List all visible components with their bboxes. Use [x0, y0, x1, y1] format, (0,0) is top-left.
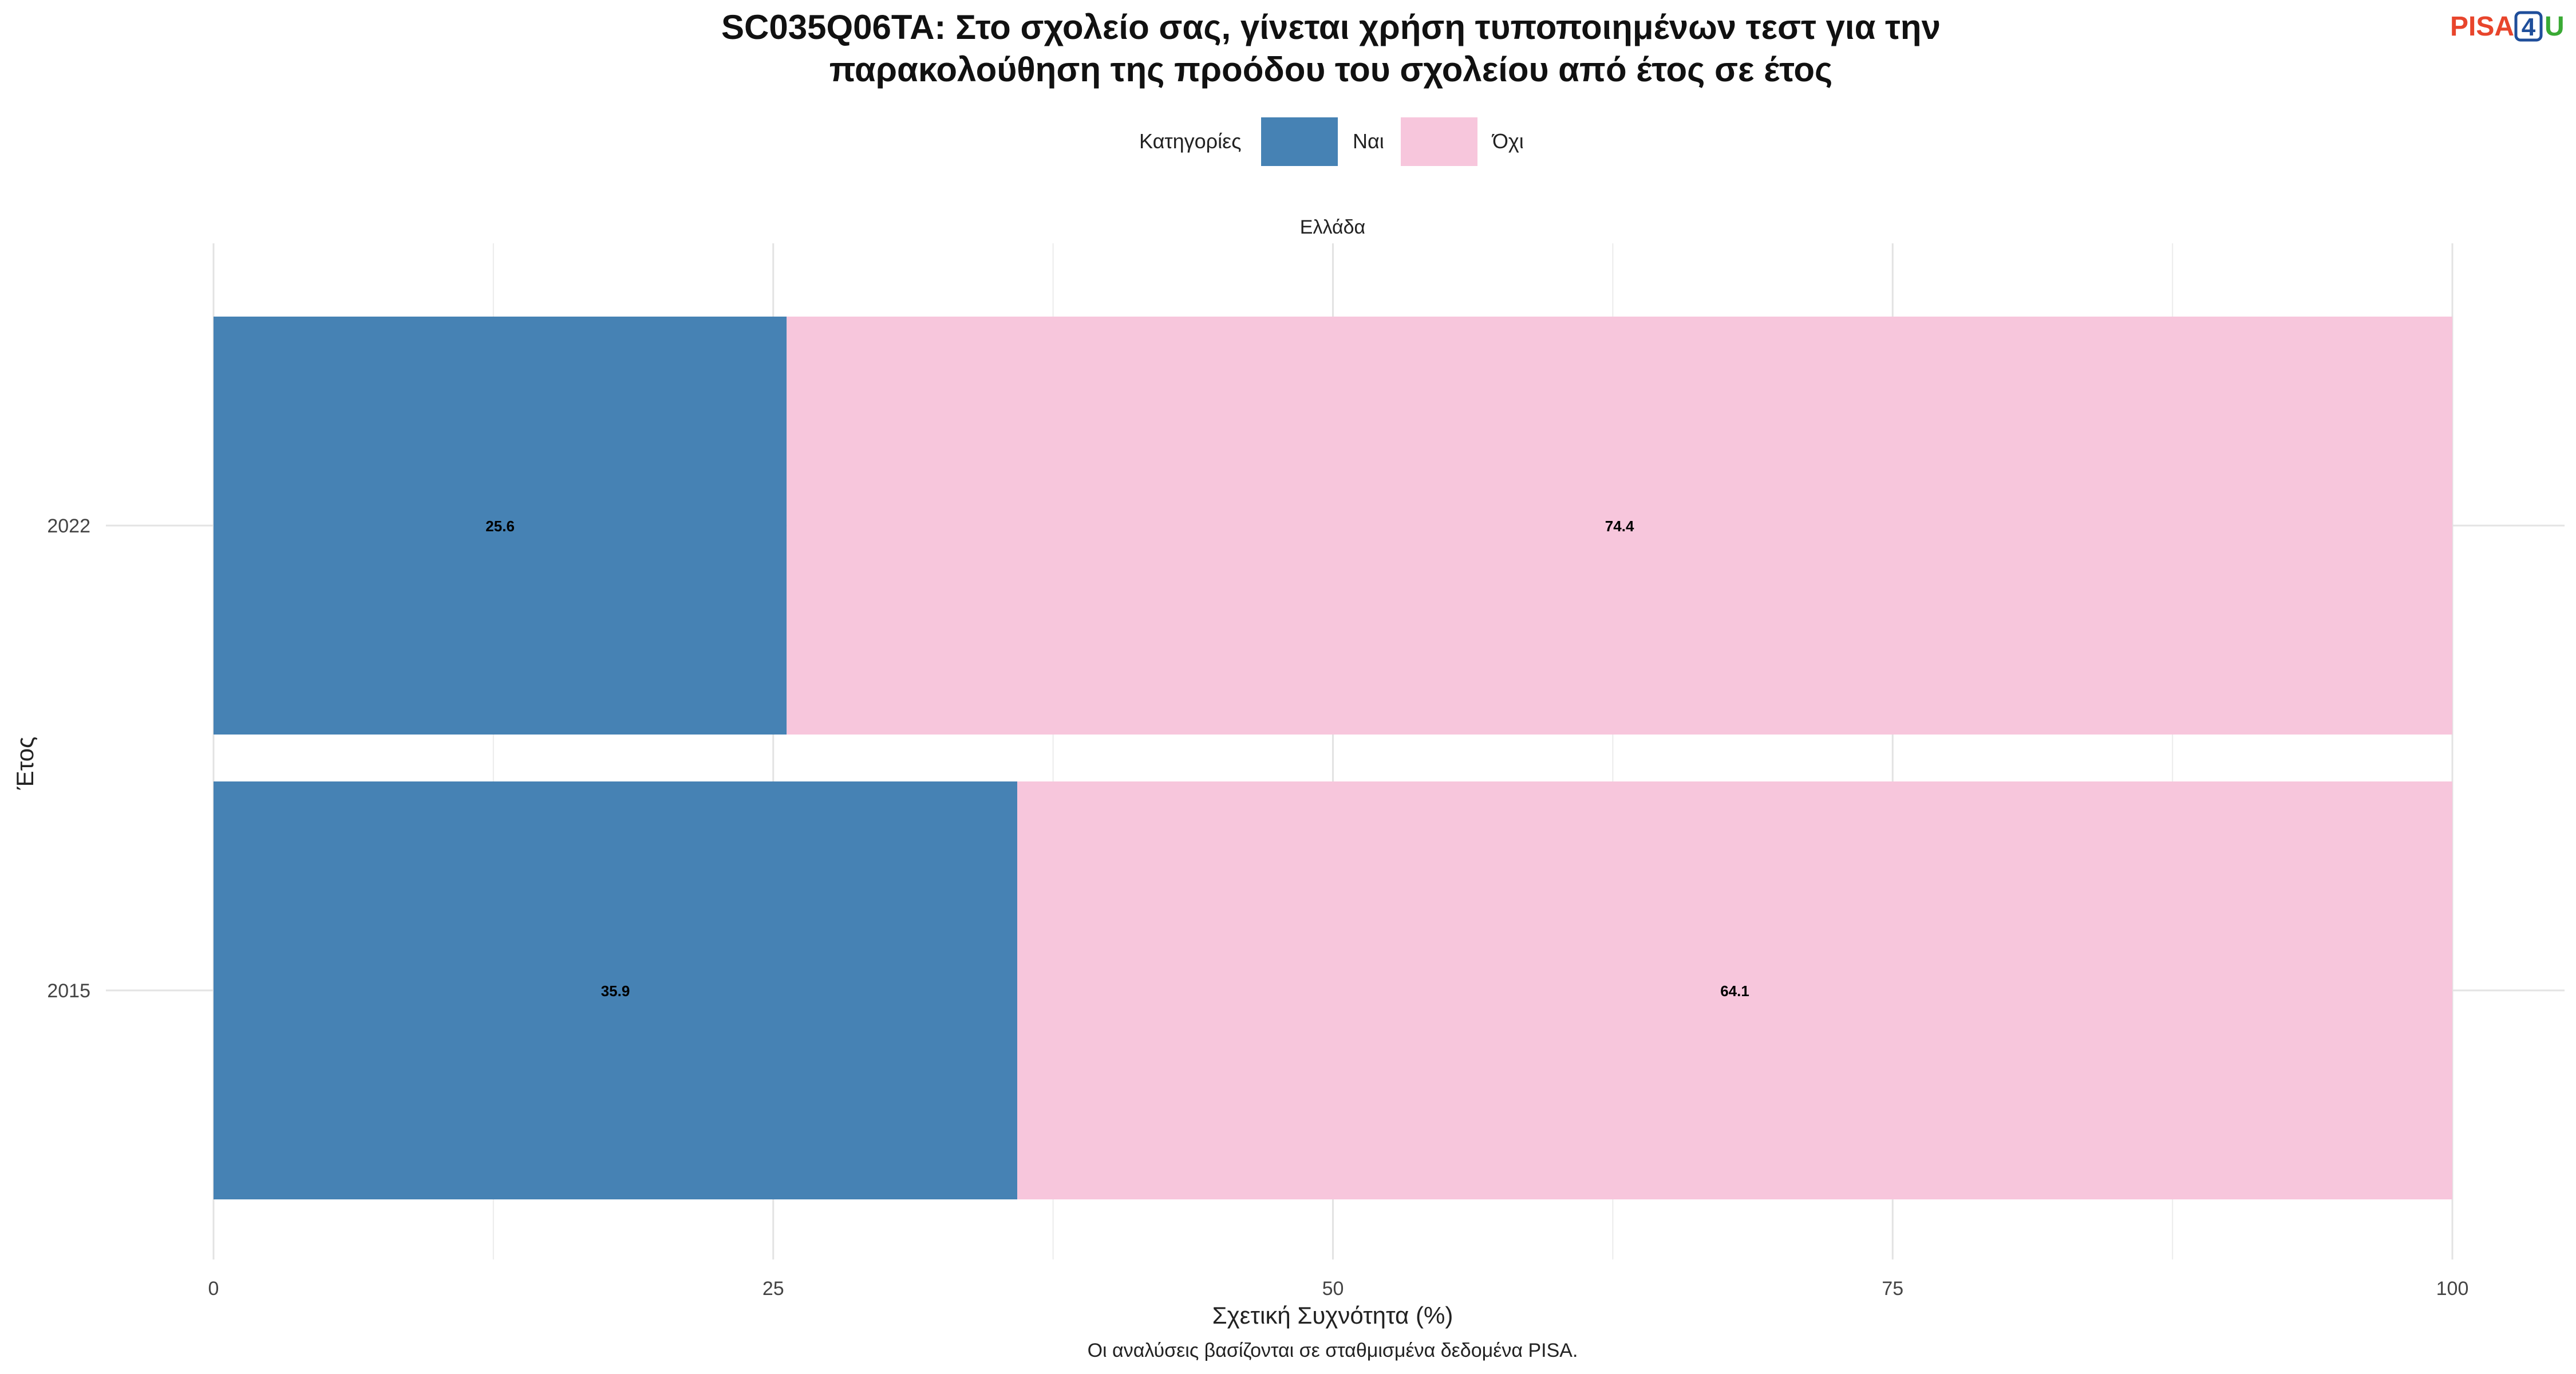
x-axis-ticks: 0 25 50 75 100: [208, 1278, 2469, 1300]
x-tick-label: 50: [1322, 1278, 1344, 1300]
chart-title-line2: παρακολούθηση της προόδου του σχολείου α…: [829, 50, 1832, 89]
legend-swatch-no: [1401, 117, 1477, 166]
bar-value-label: 25.6: [485, 518, 515, 535]
bar-value-label: 35.9: [601, 982, 630, 1000]
legend-title: Κατηγορίες: [1139, 129, 1242, 153]
y-axis-ticks: 2022 2015: [47, 515, 90, 1002]
bar-value-label: 64.1: [1720, 982, 1749, 1000]
x-axis-title: Σχετική Συχνότητα (%): [1212, 1302, 1453, 1329]
logo-text-pisa: PISA: [2450, 11, 2514, 42]
bar-2022-no: [787, 317, 2453, 735]
chart-title-line1: SC035Q06TA: Στο σχολείο σας, γίνεται χρή…: [721, 8, 1941, 46]
pisa4u-logo: PISA 4 U: [2450, 11, 2565, 42]
bar-2015-no: [1017, 781, 2453, 1199]
bars: [214, 317, 2453, 1199]
x-tick-label: 25: [762, 1278, 784, 1300]
x-tick-label: 75: [1882, 1278, 1903, 1300]
bar-2015-yes: [214, 781, 1018, 1199]
legend-swatch-yes: [1261, 117, 1338, 166]
x-tick-label: 100: [2436, 1278, 2469, 1300]
y-axis-title: Έτος: [11, 737, 38, 791]
logo-text-u: U: [2545, 11, 2565, 42]
bar-value-labels: 25.6 74.4 35.9 64.1: [485, 518, 1749, 1000]
legend-label-yes: Ναι: [1353, 129, 1384, 153]
legend: Κατηγορίες Ναι Όχι: [1139, 117, 1524, 166]
legend-label-no: Όχι: [1491, 129, 1524, 153]
facet-label: Ελλάδα: [1300, 216, 1365, 238]
y-tick-label: 2015: [47, 980, 90, 1002]
logo-text-4: 4: [2522, 13, 2536, 41]
bar-value-label: 74.4: [1605, 518, 1634, 535]
bar-2022-yes: [214, 317, 787, 735]
logo-badge: [2514, 11, 2543, 42]
x-tick-label: 0: [208, 1278, 219, 1300]
caption: Οι αναλύσεις βασίζονται σε σταθμισμένα δ…: [1088, 1340, 1578, 1361]
y-tick-label: 2022: [47, 515, 90, 537]
